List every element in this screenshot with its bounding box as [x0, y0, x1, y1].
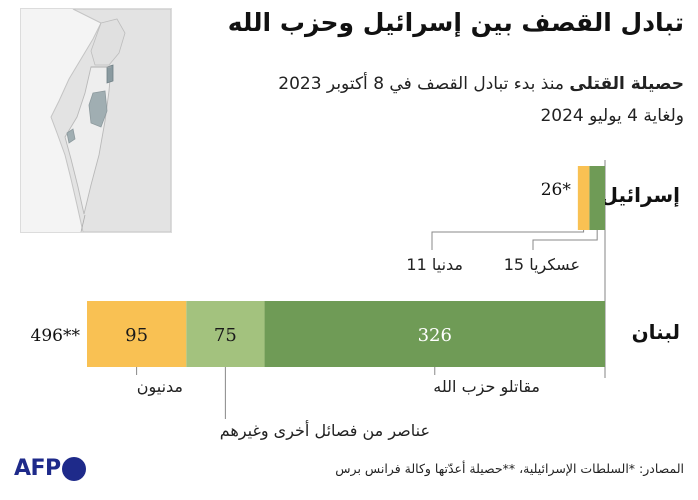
bar-segment-0-1	[577, 166, 590, 230]
country-label-0: إسرائيل	[601, 183, 680, 207]
map-border-lines	[80, 66, 111, 233]
locator-map-svg	[21, 8, 172, 233]
map-gaza	[66, 128, 76, 144]
total-label-0: 26*	[541, 180, 572, 200]
subtitle-bold: حصيلة القتلى	[569, 74, 684, 94]
leader-line-civilians	[431, 230, 585, 250]
callout-lebanon-1: عناصر من فصائل أخرى وغيرهم	[220, 420, 430, 441]
callout-israel-civilians: 11 مدنيا	[406, 255, 463, 274]
segment-value-label-1-1: 75	[214, 325, 237, 346]
callout-lebanon-0: مقاتلو حزب الله	[433, 377, 540, 397]
bar-segment-0-0	[589, 166, 605, 230]
country-label-1: لبنان	[632, 320, 680, 344]
subtitle-line-1: حصيلة القتلى منذ بدء تبادل القصف في 8 أك…	[214, 68, 684, 100]
segment-value-label-1-2: 95	[125, 325, 148, 346]
afp-logo-dot	[61, 456, 86, 481]
callout-lebanon-2: مدنيون	[137, 377, 183, 397]
bar-segment-1-1	[186, 301, 265, 367]
map-golan-heights	[106, 64, 114, 84]
map-west-bank	[88, 90, 108, 128]
sources-note: المصادر: *السلطات الإسرائيلية، **حصيلة أ…	[335, 461, 684, 476]
subtitle-line-2: ولغاية 4 يوليو 2024	[540, 106, 684, 126]
locator-map	[20, 8, 172, 233]
bar-segment-1-2	[87, 301, 187, 367]
chart-subtitle: حصيلة القتلى منذ بدء تبادل القصف في 8 أك…	[214, 68, 684, 132]
bar-segment-1-0	[264, 301, 605, 367]
callout-israel-military: 15 عسكريا	[504, 255, 580, 275]
segment-value-label-1-0: 326	[418, 325, 452, 346]
afp-logo-text: AFP	[14, 456, 61, 481]
total-label-1: 496**	[31, 326, 81, 346]
afp-logo: AFP	[14, 456, 86, 486]
chart-title: تبادل القصف بين إسرائيل وحزب الله	[227, 8, 684, 37]
subtitle-rest: منذ بدء تبادل القصف في 8 أكتوبر 2023	[278, 74, 564, 94]
map-lebanon	[90, 18, 126, 66]
leader-line-military	[532, 230, 598, 250]
